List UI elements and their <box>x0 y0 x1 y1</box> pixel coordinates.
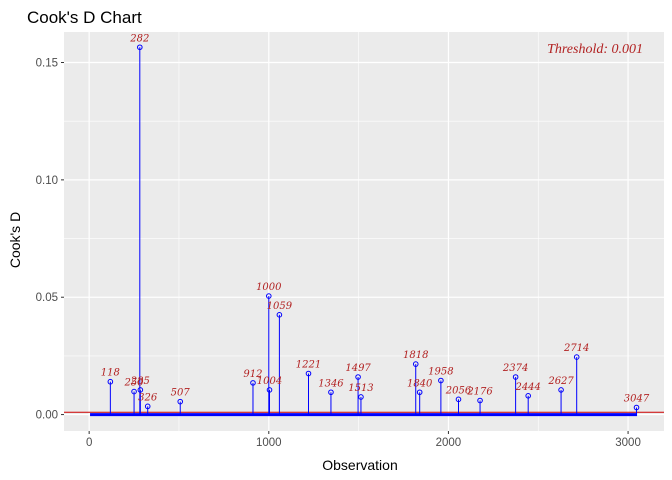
data-point <box>137 44 143 51</box>
data-point <box>107 378 114 385</box>
point-label: 250 <box>124 378 145 389</box>
x-axis-title: Observation <box>322 457 397 473</box>
data-point <box>455 396 462 403</box>
point-label: 2627 <box>547 376 574 387</box>
point-label: 3047 <box>624 394 650 405</box>
data-point <box>137 387 144 393</box>
data-point <box>477 397 483 404</box>
point-labels: 282 1000 1059 2714 1818 1221 1497 2374 1958 118 91… <box>101 33 650 404</box>
data-point <box>144 403 151 410</box>
point-label: 912 <box>243 369 262 380</box>
data-point <box>525 392 531 399</box>
point-label: 1004 <box>257 376 282 387</box>
point-label: 1497 <box>345 363 371 374</box>
point-label: 2374 <box>502 363 528 374</box>
data-point <box>512 374 519 380</box>
data-point <box>250 380 256 386</box>
point-label: 2714 <box>563 343 589 354</box>
data-point <box>177 398 184 405</box>
point-label: 118 <box>101 368 120 379</box>
point-label: 1059 <box>267 301 293 312</box>
point-label: 2444 <box>514 382 540 393</box>
point-label: 507 <box>171 388 191 399</box>
x-tick-label: 3000 <box>615 437 641 449</box>
point-label: 2056 <box>445 385 472 396</box>
point-label: 285 <box>130 376 150 387</box>
data-point <box>358 394 364 400</box>
x-tick-label: 1000 <box>256 437 282 449</box>
y-axis: 0.00 0.05 0.10 0.15 <box>36 58 64 422</box>
data-marks <box>90 44 640 417</box>
data-point <box>412 361 419 367</box>
plot-panel <box>64 32 664 431</box>
y-tick-label: 0.00 <box>36 410 58 422</box>
data-point <box>573 354 580 360</box>
x-axis: 0 1000 2000 3000 <box>86 431 641 449</box>
point-label: 2176 <box>466 386 493 397</box>
y-axis-title: Cook's D <box>7 212 23 268</box>
point-label: 1513 <box>348 383 373 394</box>
point-label: 1958 <box>428 367 453 378</box>
data-point <box>328 389 334 396</box>
y-tick-label: 0.15 <box>36 58 58 70</box>
chart-title: Cook's D Chart <box>27 8 142 27</box>
point-label: 326 <box>138 392 158 403</box>
point-label: 1346 <box>318 378 344 389</box>
point-label: 1000 <box>256 282 282 293</box>
data-point <box>558 387 564 393</box>
x-tick-label: 0 <box>86 437 92 449</box>
point-label: 1840 <box>407 378 433 389</box>
threshold-label: Threshold: 0.001 <box>547 42 643 57</box>
data-point <box>265 293 272 299</box>
data-point <box>633 404 640 411</box>
point-label: 1818 <box>403 350 428 361</box>
data-point <box>131 388 137 395</box>
y-tick-label: 0.05 <box>36 292 58 304</box>
y-tick-label: 0.10 <box>36 175 58 187</box>
data-point <box>438 377 444 384</box>
point-label: 282 <box>129 33 149 44</box>
x-tick-label: 2000 <box>436 437 462 449</box>
data-point <box>416 389 423 396</box>
point-label: 1221 <box>296 359 321 370</box>
data-point <box>355 374 361 380</box>
data-point <box>276 312 283 318</box>
data-point <box>305 370 312 377</box>
data-point <box>266 387 273 393</box>
